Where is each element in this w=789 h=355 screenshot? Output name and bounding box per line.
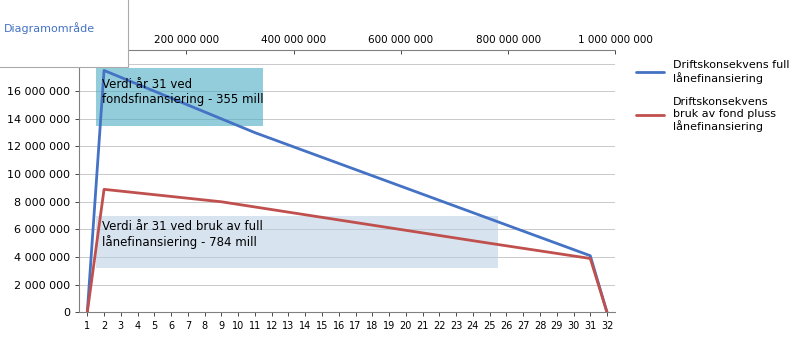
Line: Driftskonsekvens full
lånefinansiering: Driftskonsekvens full lånefinansiering xyxy=(88,70,607,312)
Text: Verdi år 31 ved
fondsfinansiering - 355 mill: Verdi år 31 ved fondsfinansiering - 355 … xyxy=(103,78,264,106)
Text: Verdi år 31 ved bruk av full
lånefinansiering - 784 mill: Verdi år 31 ved bruk av full lånefinansi… xyxy=(103,220,264,249)
Bar xyxy=(95,215,498,268)
Driftskonsekvens full
lånefinansiering xyxy=(250,131,260,135)
Bar xyxy=(95,68,264,126)
Driftskonsekvens full
lånefinansiering xyxy=(585,253,595,258)
Legend: Driftskonsekvens full
lånefinansiering, Driftskonsekvens
bruk av fond pluss
låne: Driftskonsekvens full lånefinansiering, … xyxy=(632,55,789,137)
Line: Driftskonsekvens
bruk av fond pluss
lånefinansiering: Driftskonsekvens bruk av fond pluss låne… xyxy=(88,189,607,312)
Driftskonsekvens full
lånefinansiering xyxy=(83,310,92,315)
Driftskonsekvens
bruk av fond pluss
lånefinansiering xyxy=(602,310,611,315)
Driftskonsekvens full
lånefinansiering xyxy=(602,310,611,315)
Driftskonsekvens
bruk av fond pluss
lånefinansiering xyxy=(585,256,595,261)
Driftskonsekvens
bruk av fond pluss
lånefinansiering xyxy=(99,187,109,191)
Driftskonsekvens
bruk av fond pluss
lånefinansiering xyxy=(485,241,495,245)
Text: Diagramområde: Diagramområde xyxy=(4,22,95,34)
Driftskonsekvens
bruk av fond pluss
lånefinansiering xyxy=(217,200,226,204)
Driftskonsekvens full
lånefinansiering xyxy=(99,68,109,72)
Driftskonsekvens
bruk av fond pluss
lånefinansiering xyxy=(83,310,92,315)
